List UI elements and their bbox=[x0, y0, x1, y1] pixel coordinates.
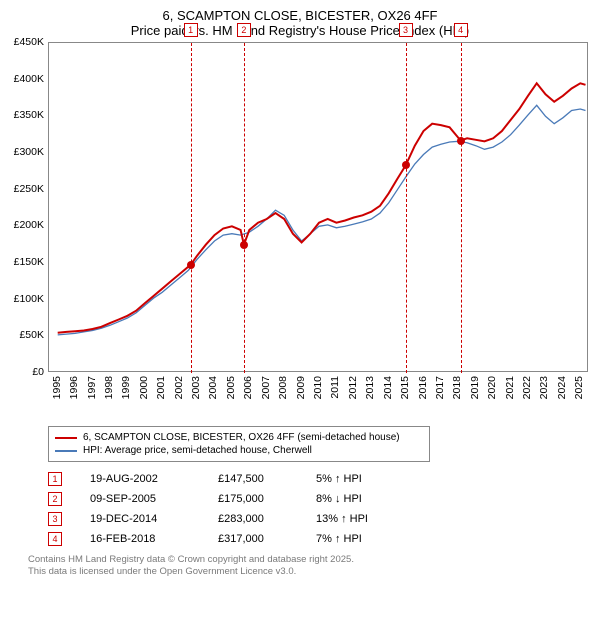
footer: Contains HM Land Registry data © Crown c… bbox=[28, 554, 600, 579]
y-tick-label: £200K bbox=[14, 219, 44, 231]
sales-row: 4 16-FEB-2018 £317,000 7% ↑ HPI bbox=[48, 532, 600, 546]
sale-marker-line bbox=[191, 43, 192, 373]
sales-row: 3 19-DEC-2014 £283,000 13% ↑ HPI bbox=[48, 512, 600, 526]
chart-area: £0£50K£100K£150K£200K£250K£300K£350K£400… bbox=[40, 42, 600, 422]
sale-marker-box: 4 bbox=[454, 23, 468, 37]
x-tick-label: 2021 bbox=[504, 376, 516, 399]
x-tick-label: 1999 bbox=[120, 376, 132, 399]
y-tick-label: £100K bbox=[14, 293, 44, 305]
x-tick-label: 2004 bbox=[207, 376, 219, 399]
sales-diff: 8% ↓ HPI bbox=[316, 493, 416, 505]
sales-row-marker: 4 bbox=[48, 532, 62, 546]
sales-row: 2 09-SEP-2005 £175,000 8% ↓ HPI bbox=[48, 492, 600, 506]
sale-dot bbox=[187, 261, 195, 269]
y-tick-label: £250K bbox=[14, 183, 44, 195]
sales-diff: 5% ↑ HPI bbox=[316, 473, 416, 485]
sales-date: 19-DEC-2014 bbox=[90, 513, 190, 525]
legend-row: HPI: Average price, semi-detached house,… bbox=[55, 444, 423, 457]
legend-swatch bbox=[55, 450, 77, 452]
sales-date: 19-AUG-2002 bbox=[90, 473, 190, 485]
legend-swatch bbox=[55, 437, 77, 439]
line-series-svg bbox=[49, 43, 589, 373]
x-tick-label: 2017 bbox=[434, 376, 446, 399]
sales-table: 1 19-AUG-2002 £147,500 5% ↑ HPI 2 09-SEP-2005… bbox=[48, 472, 600, 546]
x-tick-label: 1995 bbox=[51, 376, 63, 399]
sale-dot bbox=[457, 137, 465, 145]
legend-label: 6, SCAMPTON CLOSE, BICESTER, OX26 4FF (s… bbox=[83, 432, 400, 443]
x-tick-label: 2003 bbox=[190, 376, 202, 399]
title-line1: 6, SCAMPTON CLOSE, BICESTER, OX26 4FF bbox=[0, 8, 600, 23]
sales-price: £147,500 bbox=[218, 473, 288, 485]
series-price_paid bbox=[58, 83, 586, 332]
sales-row-marker: 1 bbox=[48, 472, 62, 486]
chart-container: 6, SCAMPTON CLOSE, BICESTER, OX26 4FF Pr… bbox=[0, 0, 600, 620]
x-tick-label: 2007 bbox=[260, 376, 272, 399]
sales-row: 1 19-AUG-2002 £147,500 5% ↑ HPI bbox=[48, 472, 600, 486]
x-tick-label: 2013 bbox=[364, 376, 376, 399]
y-tick-label: £150K bbox=[14, 256, 44, 268]
sales-date: 16-FEB-2018 bbox=[90, 533, 190, 545]
sale-marker-box: 1 bbox=[184, 23, 198, 37]
x-tick-label: 2001 bbox=[155, 376, 167, 399]
sale-marker-box: 3 bbox=[399, 23, 413, 37]
sale-marker-line bbox=[461, 43, 462, 373]
plot-box: 1234 bbox=[48, 42, 588, 372]
x-tick-label: 1997 bbox=[86, 376, 98, 399]
x-tick-label: 2018 bbox=[451, 376, 463, 399]
y-tick-label: £300K bbox=[14, 146, 44, 158]
series-hpi bbox=[58, 105, 586, 335]
x-tick-label: 2022 bbox=[521, 376, 533, 399]
x-tick-label: 2002 bbox=[173, 376, 185, 399]
sales-date: 09-SEP-2005 bbox=[90, 493, 190, 505]
sales-price: £283,000 bbox=[218, 513, 288, 525]
x-tick-label: 1998 bbox=[103, 376, 115, 399]
x-tick-label: 1996 bbox=[68, 376, 80, 399]
y-tick-label: £350K bbox=[14, 109, 44, 121]
x-tick-label: 2015 bbox=[399, 376, 411, 399]
x-tick-label: 2009 bbox=[295, 376, 307, 399]
x-tick-label: 2005 bbox=[225, 376, 237, 399]
title-line2: Price paid vs. HM Land Registry's House … bbox=[0, 23, 600, 38]
legend: 6, SCAMPTON CLOSE, BICESTER, OX26 4FF (s… bbox=[48, 426, 430, 462]
x-tick-label: 2012 bbox=[347, 376, 359, 399]
footer-line2: This data is licensed under the Open Gov… bbox=[28, 566, 600, 578]
sales-price: £317,000 bbox=[218, 533, 288, 545]
sale-dot bbox=[240, 241, 248, 249]
sales-price: £175,000 bbox=[218, 493, 288, 505]
x-axis: 1995 1996 1997 1998 1999 2000 2001 2002 2003 2004… bbox=[48, 372, 588, 422]
x-tick-label: 2023 bbox=[538, 376, 550, 399]
x-tick-label: 2008 bbox=[277, 376, 289, 399]
x-tick-label: 2010 bbox=[312, 376, 324, 399]
legend-label: HPI: Average price, semi-detached house,… bbox=[83, 445, 312, 456]
x-tick-label: 2020 bbox=[486, 376, 498, 399]
x-tick-label: 2019 bbox=[469, 376, 481, 399]
x-tick-label: 2016 bbox=[417, 376, 429, 399]
y-tick-label: £450K bbox=[14, 36, 44, 48]
sale-marker-line bbox=[406, 43, 407, 373]
title-area: 6, SCAMPTON CLOSE, BICESTER, OX26 4FF Pr… bbox=[0, 0, 600, 42]
y-tick-label: £400K bbox=[14, 73, 44, 85]
y-tick-label: £0 bbox=[32, 366, 44, 378]
sales-diff: 7% ↑ HPI bbox=[316, 533, 416, 545]
y-axis: £0£50K£100K£150K£200K£250K£300K£350K£400… bbox=[0, 42, 46, 372]
x-tick-label: 2000 bbox=[138, 376, 150, 399]
x-tick-label: 2025 bbox=[573, 376, 585, 399]
y-tick-label: £50K bbox=[19, 329, 44, 341]
sale-marker-line bbox=[244, 43, 245, 373]
x-tick-label: 2006 bbox=[242, 376, 254, 399]
sales-row-marker: 3 bbox=[48, 512, 62, 526]
footer-line1: Contains HM Land Registry data © Crown c… bbox=[28, 554, 600, 566]
sale-dot bbox=[402, 161, 410, 169]
sales-row-marker: 2 bbox=[48, 492, 62, 506]
sale-marker-box: 2 bbox=[237, 23, 251, 37]
x-tick-label: 2014 bbox=[382, 376, 394, 399]
x-tick-label: 2024 bbox=[556, 376, 568, 399]
legend-row: 6, SCAMPTON CLOSE, BICESTER, OX26 4FF (s… bbox=[55, 431, 423, 444]
sales-diff: 13% ↑ HPI bbox=[316, 513, 416, 525]
x-tick-label: 2011 bbox=[329, 376, 341, 399]
